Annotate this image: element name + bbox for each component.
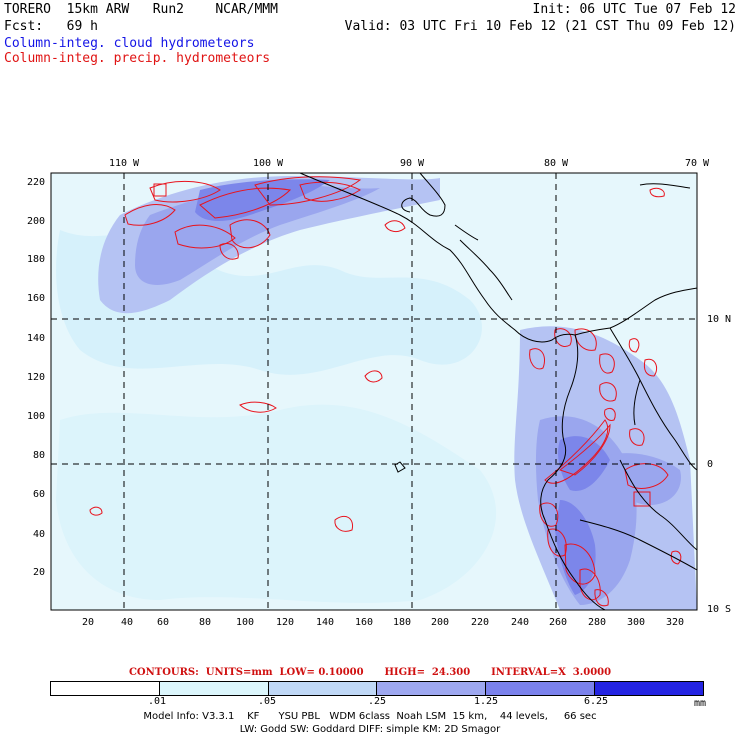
colorbar-label: .05 [258,696,277,707]
lon-label: 70 W [685,158,710,169]
y-axis-ticks: 20 40 60 80 100 120 140 160 180 200 220 [27,177,45,578]
x-tick-label: 180 [393,617,411,628]
x-tick-label: 260 [549,617,567,628]
color-bin [51,682,160,695]
colorbar-unit: mm [694,698,707,709]
lat-label: 0 [707,459,713,470]
lon-label: 100 W [253,158,284,169]
model-title: TORERO 15km ARW Run2 NCAR/MMM [4,2,278,17]
precip-field-title: Column-integ. precip. hydrometeors [4,51,271,66]
color-bin [377,682,487,695]
y-tick-label: 40 [33,529,45,540]
lat-lon-grid [51,173,697,610]
y-tick-label: 80 [33,450,45,461]
physics-info: LW: Godd SW: Goddard DIFF: simple KM: 2D… [239,724,501,735]
x-tick-label: 280 [588,617,606,628]
x-tick-label: 20 [82,617,94,628]
y-tick-label: 100 [27,411,45,422]
y-tick-label: 60 [33,489,45,500]
y-tick-label: 120 [27,372,45,383]
lon-labels: 110 W 100 W 90 W 80 W 70 W [109,158,710,169]
y-tick-label: 180 [27,254,45,265]
x-tick-label: 160 [355,617,373,628]
colorbar-label: 1.25 [474,696,499,707]
x-tick-label: 80 [199,617,211,628]
y-tick-label: 160 [27,293,45,304]
colorbar-label: 6.25 [584,696,609,707]
x-tick-label: 40 [121,617,133,628]
lat-labels: 10 N 0 10 S [707,314,731,615]
weather-map: 110 W 100 W 90 W 80 W 70 W 10 N 0 10 S 2… [27,158,731,628]
x-tick-label: 240 [511,617,529,628]
lon-label: 80 W [544,158,569,169]
color-bar [50,681,704,696]
color-bin [159,682,269,695]
x-tick-label: 200 [431,617,449,628]
y-tick-label: 20 [33,567,45,578]
cloud-field-title: Column-integ. cloud hydrometeors [4,36,255,51]
lon-label: 110 W [109,158,140,169]
colorbar-label: .01 [148,696,167,707]
lon-label: 90 W [400,158,425,169]
map-frame [50,172,698,611]
x-tick-label: 220 [471,617,489,628]
x-tick-label: 100 [236,617,254,628]
coastlines [299,172,698,611]
colorbar-label: .25 [368,696,387,707]
valid-time: Valid: 03 UTC Fri 10 Feb 12 (21 CST Thu … [344,19,736,34]
y-tick-label: 220 [27,177,45,188]
x-tick-label: 120 [276,617,294,628]
lat-label: 10 S [707,604,731,615]
color-bin [595,682,703,695]
y-tick-label: 140 [27,333,45,344]
x-tick-label: 320 [666,617,684,628]
model-info: Model Info: V3.3.1 KF YSU PBL WDM 6class… [143,711,597,722]
color-bin [486,682,596,695]
lat-label: 10 N [707,314,731,325]
precip-contours [89,176,682,607]
forecast-hour: Fcst: 69 h [4,19,98,34]
x-tick-label: 60 [157,617,169,628]
x-tick-label: 300 [627,617,645,628]
x-axis-ticks: 20 40 60 80 100 120 140 160 180 200 220 … [82,617,684,628]
contour-info: CONTOURS: UNITS=mm LOW= 0.10000 HIGH= 24… [128,667,612,678]
color-bin [268,682,378,695]
y-tick-label: 200 [27,216,45,227]
init-time: Init: 06 UTC Tue 07 Feb 12 [532,2,737,17]
x-tick-label: 140 [316,617,334,628]
